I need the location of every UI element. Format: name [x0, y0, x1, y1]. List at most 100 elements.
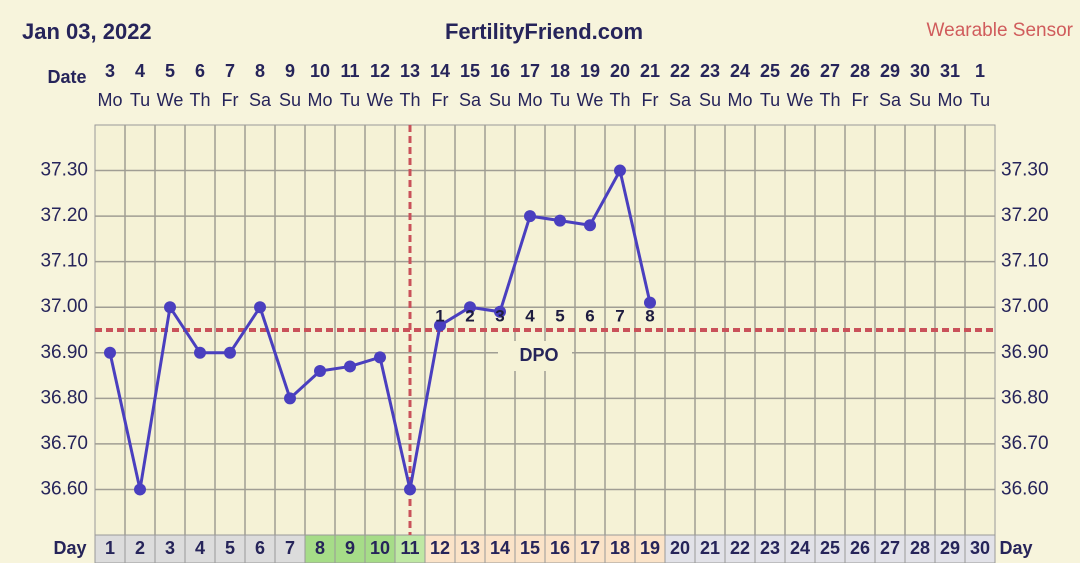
day-label: 6	[255, 538, 265, 558]
y-tick-label: 36.80	[40, 387, 88, 408]
y-tick-label: 36.90	[40, 342, 88, 363]
dpo-number: 5	[555, 306, 564, 325]
y-tick-label: 37.20	[40, 205, 88, 226]
day-cell	[544, 534, 576, 563]
chart-title: FertilityFriend.com	[445, 19, 643, 44]
date-label: 7	[225, 61, 235, 81]
day-cell	[244, 534, 276, 563]
day-label: 8	[315, 538, 325, 558]
weekday-label: Th	[819, 90, 840, 110]
date-label: 4	[135, 61, 145, 81]
weekday-label: Mo	[307, 90, 332, 110]
date-label: 8	[255, 61, 265, 81]
weekday-label: Mo	[937, 90, 962, 110]
dpo-label: DPO	[519, 345, 558, 365]
dpo-number: 7	[615, 306, 624, 325]
y-tick-label: 36.80	[1001, 387, 1049, 408]
weekday-label: Fr	[642, 90, 659, 110]
dpo-number: 1	[435, 306, 444, 325]
dpo-number: 2	[465, 306, 474, 325]
temperature-point	[434, 319, 446, 332]
weekday-label: Sa	[459, 90, 482, 110]
weekday-label: We	[367, 90, 394, 110]
temperature-point	[314, 365, 326, 377]
day-axis-label: Day	[53, 538, 86, 558]
y-tick-label: 36.60	[1001, 478, 1049, 499]
day-label: 1	[105, 538, 115, 558]
temperature-point	[404, 483, 416, 496]
temperature-point	[254, 301, 266, 314]
date-label: 26	[790, 61, 810, 81]
day-label: 10	[370, 538, 390, 558]
y-tick-label: 36.70	[1001, 433, 1049, 454]
y-tick-label: 37.10	[40, 251, 88, 272]
temperature-point	[194, 346, 206, 359]
temperature-point	[134, 483, 146, 496]
day-label: 25	[820, 538, 840, 558]
weekday-label: Fr	[222, 90, 239, 110]
date-label: 19	[580, 61, 600, 81]
date-label: 28	[850, 61, 870, 81]
temperature-point	[644, 296, 656, 309]
day-label: 12	[430, 538, 450, 558]
chart-date: Jan 03, 2022	[22, 19, 152, 44]
day-cell	[94, 534, 126, 563]
day-label: 23	[760, 538, 780, 558]
day-cell	[784, 534, 816, 563]
temperature-point	[284, 392, 296, 405]
weekday-label: Th	[189, 90, 210, 110]
day-label: 15	[520, 538, 540, 558]
weekday-label: We	[787, 90, 814, 110]
temperature-point	[224, 346, 236, 359]
day-label: 3	[165, 538, 175, 558]
day-cell	[484, 534, 516, 563]
y-tick-label: 37.20	[1001, 205, 1049, 226]
day-cell	[754, 534, 786, 563]
day-label: 22	[730, 538, 750, 558]
day-cell	[364, 534, 396, 563]
day-label: 30	[970, 538, 990, 558]
y-tick-label: 37.10	[1001, 251, 1049, 272]
day-cell	[664, 534, 696, 563]
date-label: 9	[285, 61, 295, 81]
sensor-label: Wearable Sensor	[927, 20, 1074, 41]
day-label: 19	[640, 538, 660, 558]
date-label: 22	[670, 61, 690, 81]
date-label: 3	[105, 61, 115, 81]
dpo-number: 6	[585, 306, 594, 325]
date-label: 24	[730, 61, 750, 81]
weekday-label: Su	[279, 90, 301, 110]
day-label: 14	[490, 538, 510, 558]
date-label: 18	[550, 61, 570, 81]
date-axis-label: Date	[47, 67, 86, 87]
day-label: 4	[195, 538, 205, 558]
y-tick-label: 37.00	[1001, 296, 1049, 317]
weekday-label: Tu	[550, 90, 570, 110]
weekday-label: Sa	[669, 90, 692, 110]
temperature-point	[104, 346, 116, 359]
date-label: 20	[610, 61, 630, 81]
day-label: 24	[790, 538, 810, 558]
date-label: 6	[195, 61, 205, 81]
date-label: 23	[700, 61, 720, 81]
date-label: 10	[310, 61, 330, 81]
temperature-point	[494, 305, 506, 318]
temperature-point	[584, 219, 596, 232]
day-label: 26	[850, 538, 870, 558]
weekday-label: Sa	[249, 90, 272, 110]
weekday-label: Tu	[340, 90, 360, 110]
day-cell	[334, 534, 366, 563]
day-cell	[694, 534, 726, 563]
date-label: 16	[490, 61, 510, 81]
day-label: 11	[400, 538, 419, 558]
day-cell	[274, 534, 306, 563]
day-label: 9	[345, 538, 355, 558]
weekday-label: Tu	[130, 90, 150, 110]
day-label: 2	[135, 538, 145, 558]
day-cell	[454, 534, 486, 563]
weekday-label: Fr	[852, 90, 869, 110]
temperature-point	[614, 164, 626, 177]
y-tick-label: 36.70	[40, 433, 88, 454]
weekday-label: We	[577, 90, 604, 110]
